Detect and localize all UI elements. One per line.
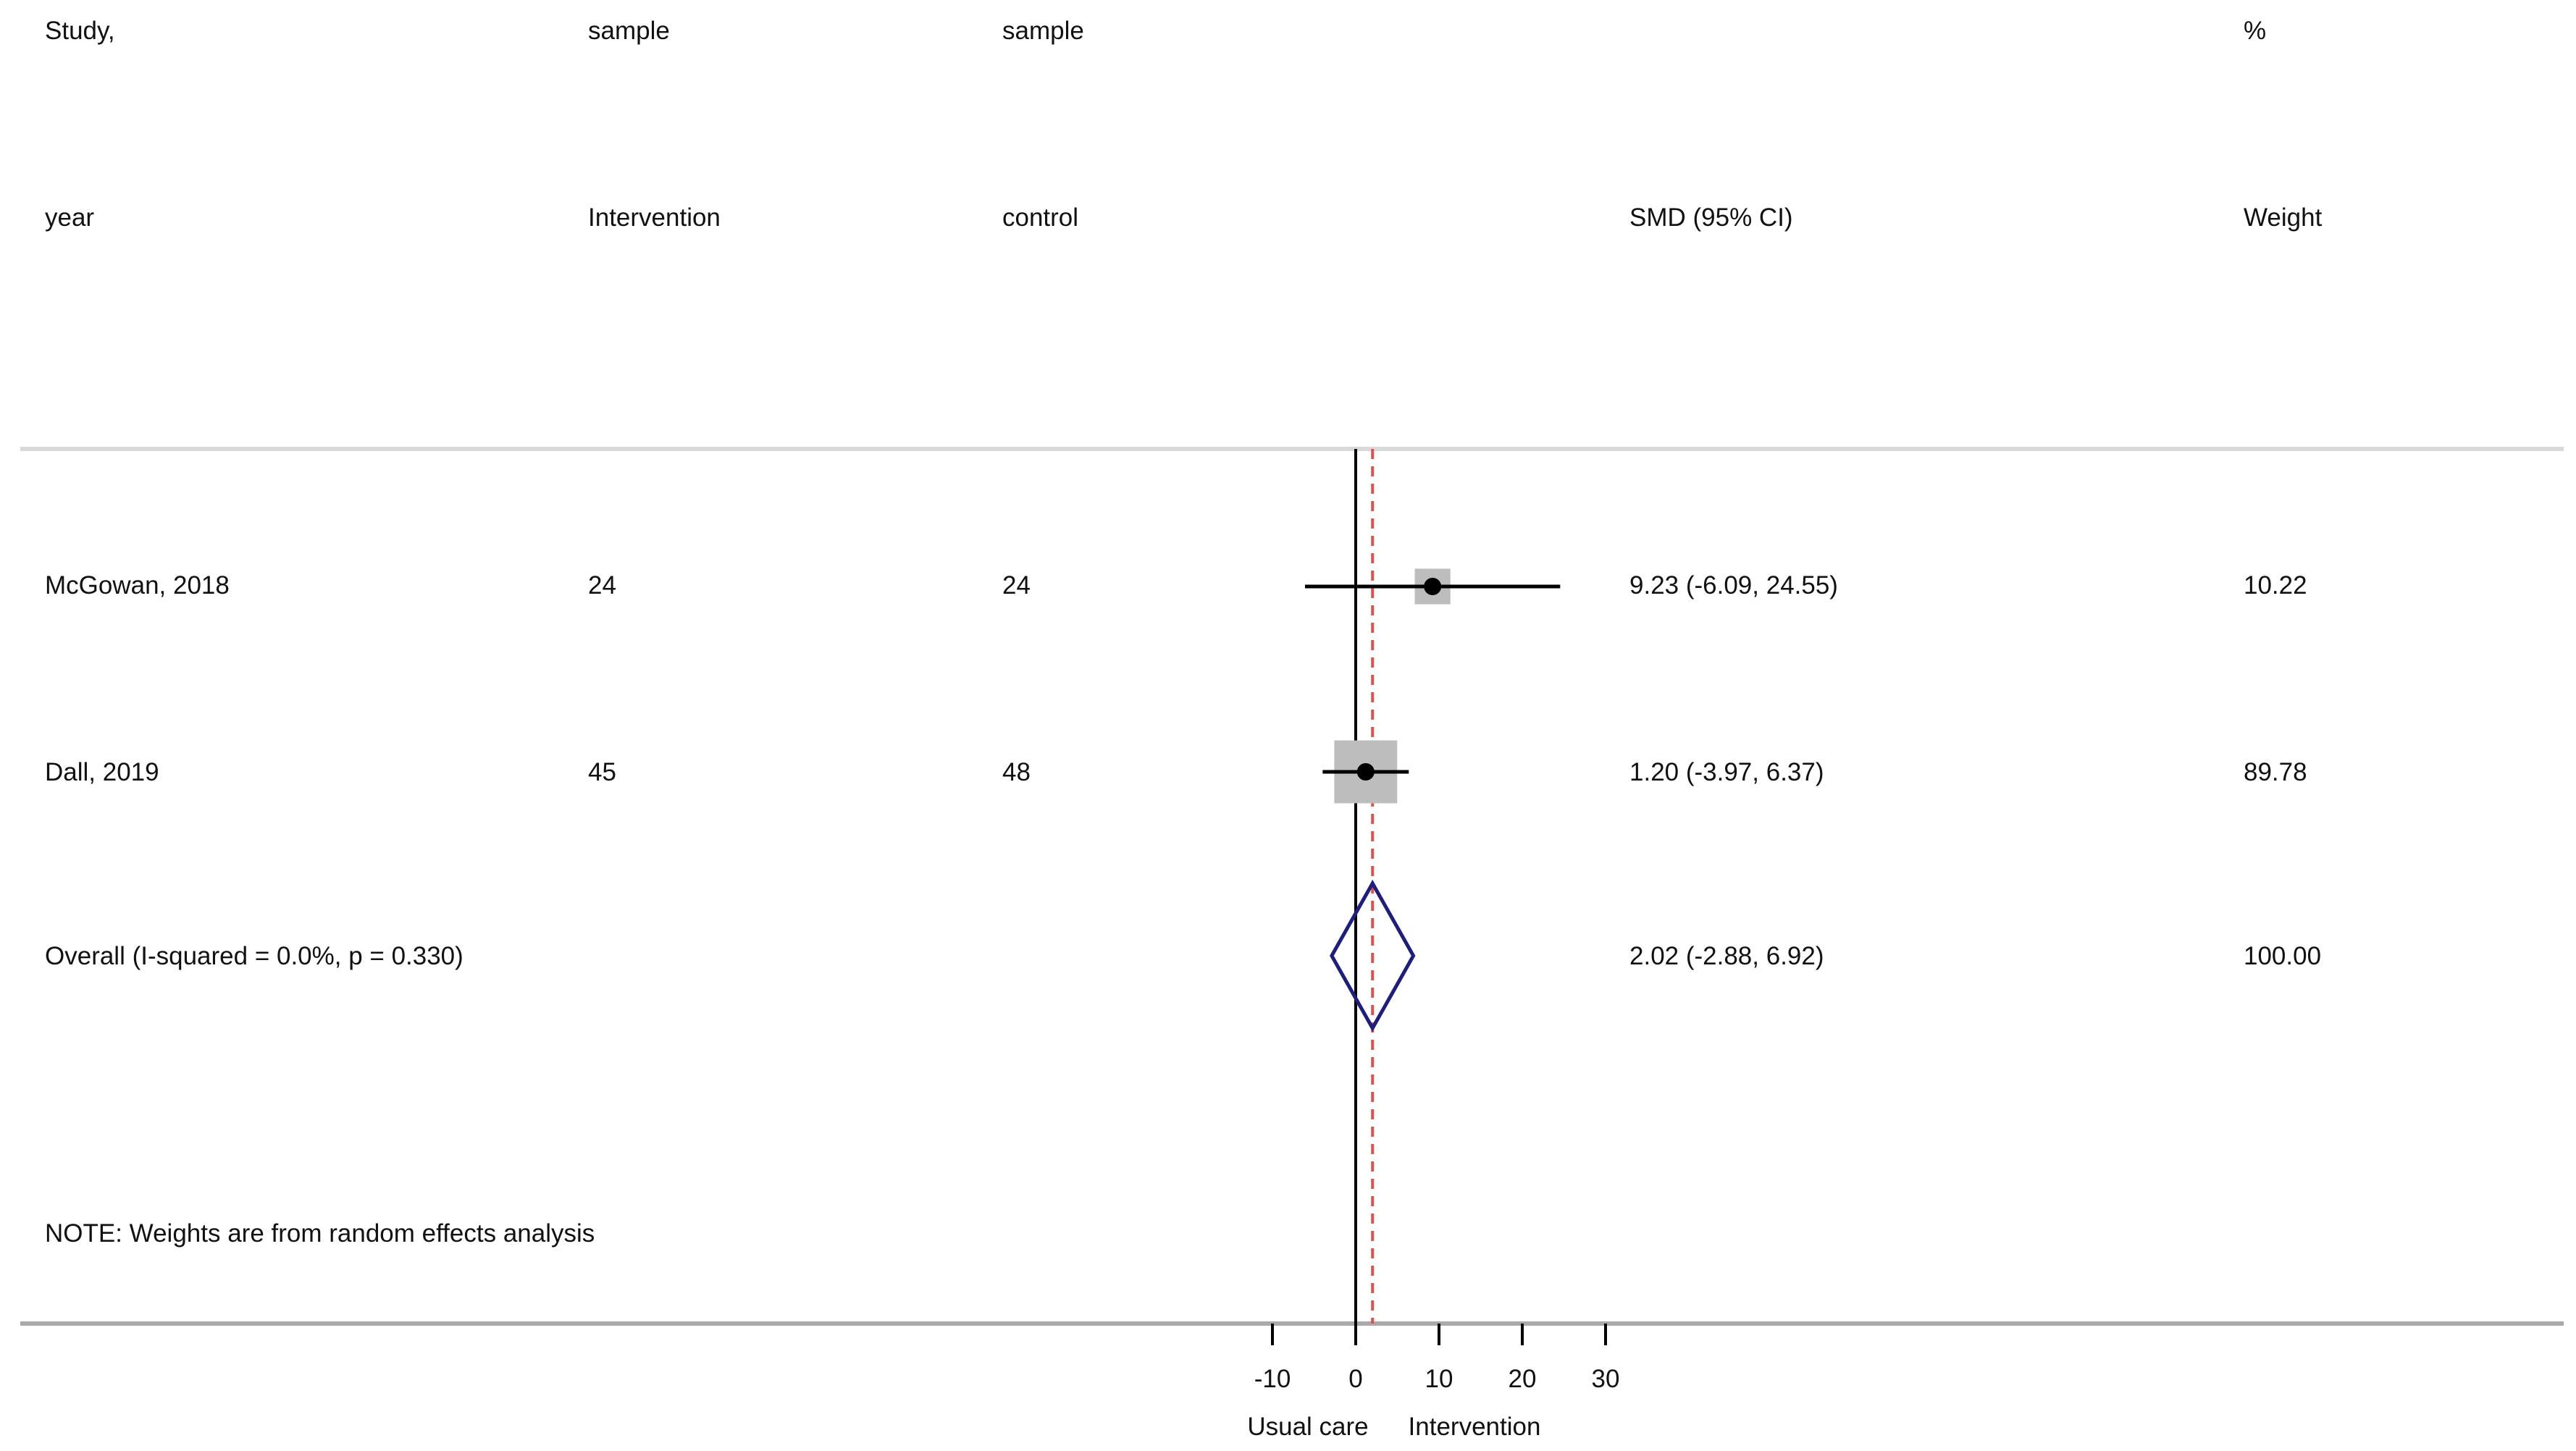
header-study: Study, <box>45 17 115 45</box>
weight-text: 89.78 <box>2244 758 2307 786</box>
x-tick-label: 20 <box>1509 1365 1537 1393</box>
n-intervention: 45 <box>588 758 616 786</box>
header-percent: % <box>2244 17 2266 45</box>
axis-left-label: Usual care <box>1247 1413 1368 1441</box>
ci-text: 9.23 (-6.09, 24.55) <box>1629 571 1838 600</box>
n-intervention: 24 <box>588 571 616 600</box>
study-label: Dall, 2019 <box>45 758 159 786</box>
x-tick-label: 30 <box>1592 1365 1620 1393</box>
n-control: 48 <box>1002 758 1031 786</box>
overall-diamond <box>1330 879 1416 1032</box>
note-text: NOTE: Weights are from random effects an… <box>45 1219 595 1248</box>
x-tick-label: 0 <box>1348 1365 1362 1393</box>
weight-text: 10.22 <box>2244 571 2307 600</box>
study-label: McGowan, 2018 <box>45 571 230 600</box>
header-intervention: Intervention <box>588 203 721 232</box>
header-sample-control: sample <box>1002 17 1084 45</box>
header-sample-intervention: sample <box>588 17 670 45</box>
overall-label: Overall (I-squared = 0.0%, p = 0.330) <box>45 942 463 970</box>
point-estimate <box>1424 578 1442 595</box>
overall-weight-text: 100.00 <box>2244 942 2321 970</box>
axis-right-label: Intervention <box>1409 1413 1541 1441</box>
ci-text: 1.20 (-3.97, 6.37) <box>1629 758 1824 786</box>
header-smd: SMD (95% CI) <box>1629 203 1793 232</box>
header-control: control <box>1002 203 1078 232</box>
x-tick-label: 10 <box>1425 1365 1453 1393</box>
n-control: 24 <box>1002 571 1031 600</box>
x-tick-label: -10 <box>1254 1365 1291 1393</box>
point-estimate <box>1356 763 1375 781</box>
overall-ci-text: 2.02 (-2.88, 6.92) <box>1629 942 1824 970</box>
header-year: year <box>45 203 94 232</box>
header-weight: Weight <box>2244 203 2323 232</box>
